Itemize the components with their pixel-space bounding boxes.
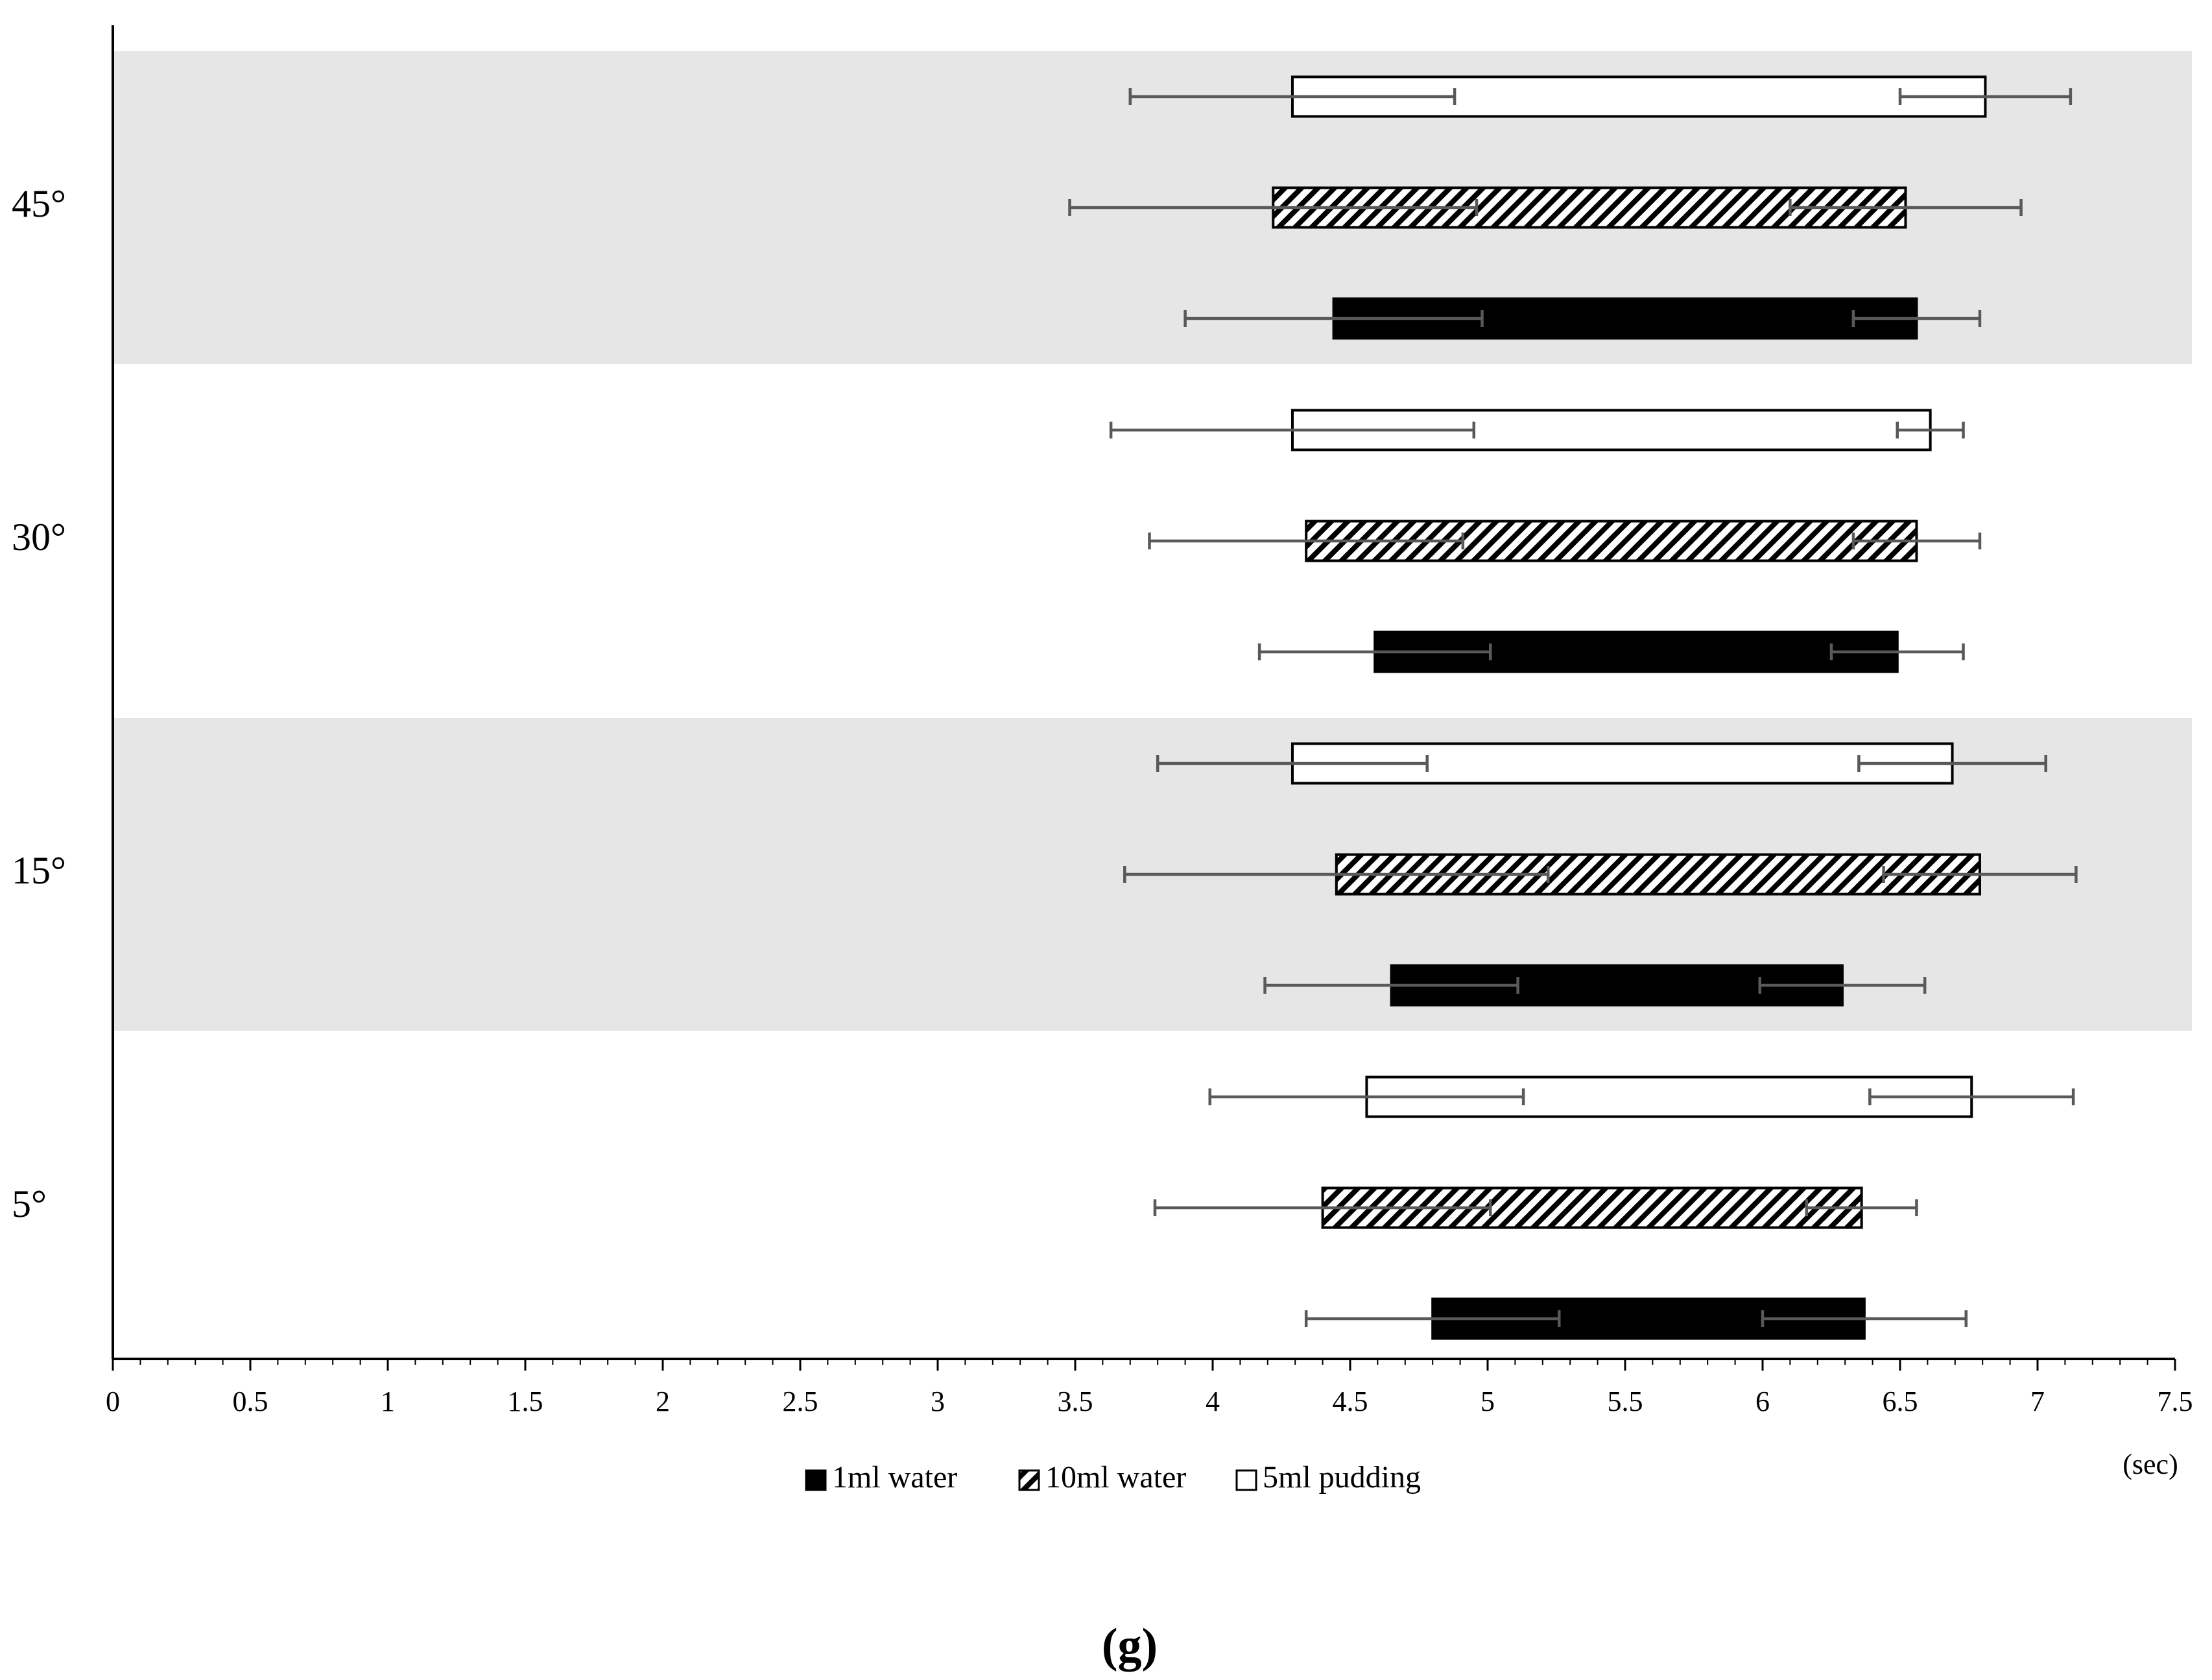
- error-bar: [1156, 755, 1429, 772]
- legend-swatch: [1018, 1469, 1040, 1491]
- x-tick-label: 5: [1481, 1386, 1495, 1417]
- error-bar: [1068, 199, 1479, 216]
- x-tick-label: 6: [1755, 1386, 1770, 1417]
- x-tick-label: 4: [1206, 1386, 1220, 1417]
- error-bar: [1758, 977, 1927, 994]
- x-tick-label: 7: [2030, 1386, 2045, 1417]
- error-bar: [1257, 643, 1492, 660]
- error-bar: [1123, 866, 1550, 883]
- x-tick-label: 7.5: [2158, 1386, 2193, 1417]
- y-tick-label: 45°: [12, 182, 66, 225]
- error-bar: [1304, 1310, 1561, 1327]
- error-bar: [1263, 977, 1519, 994]
- x-tick-label: 3: [931, 1386, 945, 1417]
- error-bar: [1153, 1199, 1492, 1216]
- caption: (g): [1102, 1619, 1158, 1672]
- error-bar: [1882, 866, 2078, 883]
- error-bar: [1148, 533, 1465, 549]
- error-bar: [1851, 533, 1982, 549]
- legend-label: 1ml water: [832, 1460, 957, 1494]
- x-tick-label: 1.5: [508, 1386, 543, 1417]
- error-bar: [1208, 1088, 1525, 1105]
- x-tick-label: 4.5: [1333, 1386, 1368, 1417]
- legend-label: 10ml water: [1045, 1460, 1186, 1494]
- x-tick-label: 0.5: [233, 1386, 268, 1417]
- error-bar: [1857, 755, 2047, 772]
- error-bar: [1805, 1199, 1918, 1216]
- y-tick-label: 15°: [12, 849, 66, 892]
- error-bar: [1761, 1310, 1968, 1327]
- x-tick-label: 2.5: [783, 1386, 818, 1417]
- legend-label: 5ml pudding: [1263, 1460, 1421, 1494]
- legend-swatch: [805, 1469, 827, 1491]
- error-bar: [1829, 643, 1965, 660]
- y-tick-label: 30°: [12, 516, 66, 558]
- error-bar: [1789, 199, 2023, 216]
- x-tick-label: 0: [106, 1386, 120, 1417]
- error-bar: [1128, 88, 1457, 105]
- x-tick-label: 2: [656, 1386, 670, 1417]
- error-bar: [1183, 310, 1484, 327]
- x-tick-label: 5.5: [1608, 1386, 1643, 1417]
- error-bar: [1898, 88, 2073, 105]
- error-bar: [1868, 1088, 2075, 1105]
- y-tick-label: 5°: [12, 1182, 47, 1225]
- error-bar: [1109, 422, 1476, 438]
- x-tick-label: 1: [381, 1386, 395, 1417]
- x-tick-label: 6.5: [1883, 1386, 1918, 1417]
- legend-swatch: [1235, 1469, 1257, 1491]
- error-bar: [1896, 422, 1965, 438]
- error-bar: [1851, 310, 1982, 327]
- x-axis-label: (sec): [2123, 1448, 2178, 1480]
- x-tick-label: 3.5: [1058, 1386, 1093, 1417]
